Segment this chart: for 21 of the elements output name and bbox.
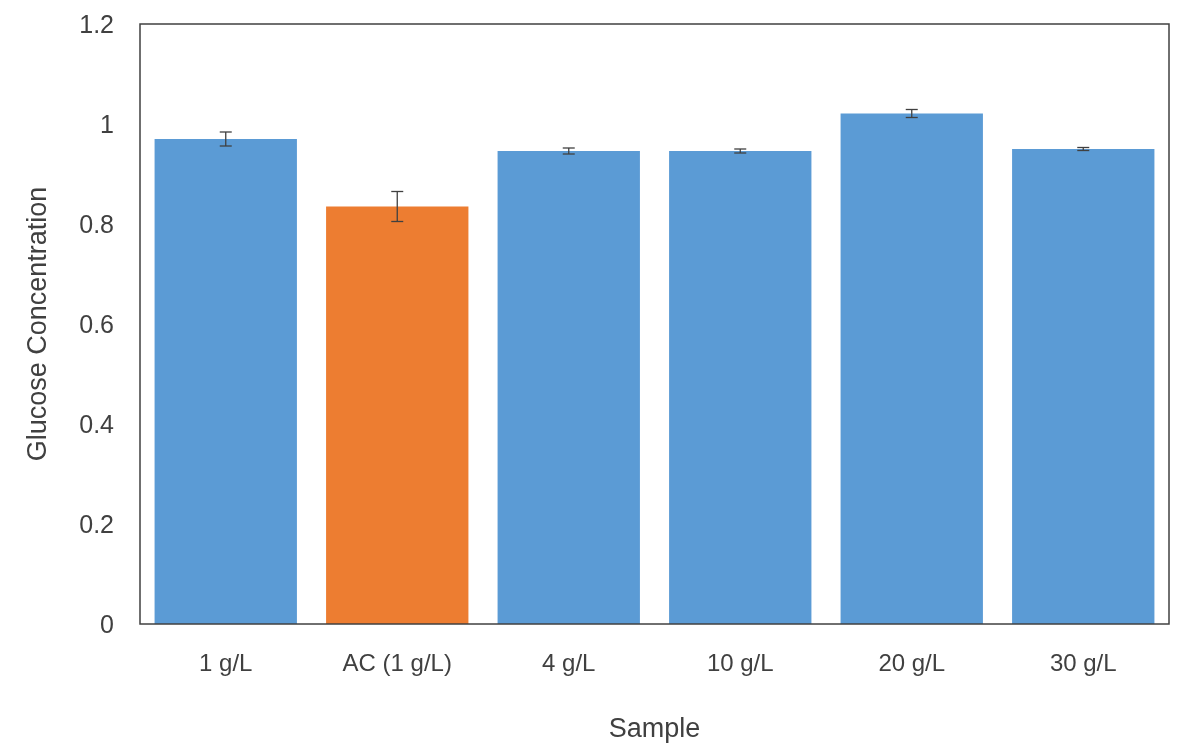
- bar: [669, 151, 812, 624]
- bar: [326, 206, 469, 624]
- y-tick-label: 0.2: [79, 509, 114, 538]
- y-tick-label: 0.8: [79, 209, 114, 238]
- y-tick-label: 0.6: [79, 309, 114, 338]
- x-tick-label: 1 g/L: [199, 649, 253, 676]
- y-axis-title: Glucose Concentration: [22, 186, 52, 462]
- y-tick-label: 0: [100, 609, 114, 638]
- y-tick-label: 1.2: [79, 9, 114, 38]
- bar: [154, 139, 297, 624]
- x-tick-label: 30 g/L: [1049, 649, 1117, 676]
- x-tick-label: 10 g/L: [706, 649, 774, 676]
- x-tick-label: 4 g/L: [542, 649, 596, 676]
- bar: [840, 113, 983, 624]
- y-tick-label: 0.4: [79, 409, 115, 438]
- x-axis-title: Sample: [608, 713, 701, 743]
- y-tick-label: 1: [100, 109, 114, 138]
- x-tick-label: AC (1 g/L): [342, 649, 452, 676]
- bar: [1012, 149, 1155, 624]
- bar: [497, 151, 640, 624]
- x-tick-label: 20 g/L: [878, 649, 946, 676]
